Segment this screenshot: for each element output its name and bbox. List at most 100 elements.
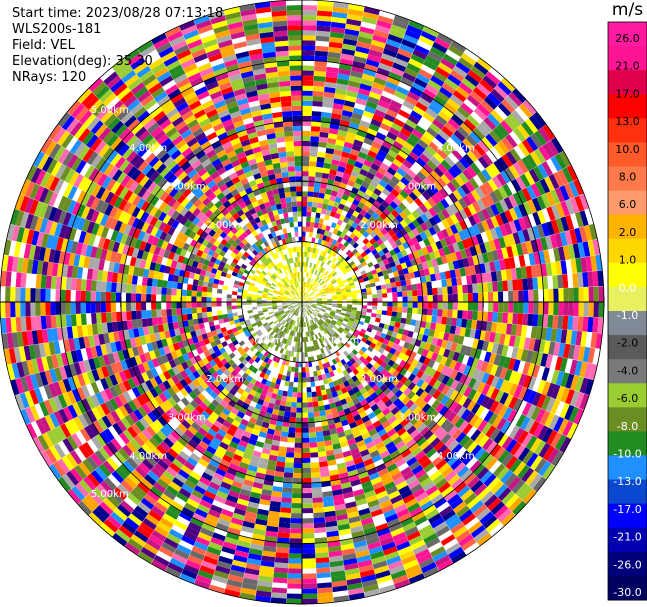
range-gate (367, 251, 374, 259)
range-gate (425, 145, 437, 156)
range-gate (376, 380, 384, 388)
range-gate (73, 416, 85, 431)
range-gate (313, 227, 318, 234)
range-gate (351, 349, 359, 356)
range-gate (419, 440, 430, 451)
range-gate (368, 245, 376, 252)
range-gate (276, 346, 282, 353)
range-gate (264, 396, 271, 403)
range-gate (231, 376, 239, 385)
range-gate (334, 421, 343, 429)
range-gate (184, 367, 193, 376)
range-gate (106, 494, 121, 508)
range-gate (201, 494, 214, 505)
range-gate (154, 525, 169, 538)
range-gate (515, 324, 523, 337)
range-gate (432, 41, 448, 54)
range-gate (513, 444, 526, 459)
range-gate (399, 322, 406, 330)
range-gate (295, 311, 299, 317)
range-gate (406, 412, 416, 422)
range-gate (143, 542, 159, 555)
range-gate (410, 201, 420, 210)
range-gate (389, 467, 401, 477)
range-gate (342, 486, 353, 494)
range-gate (214, 450, 225, 459)
range-gate (324, 312, 330, 316)
range-gate (344, 28, 360, 37)
range-gate (467, 115, 480, 128)
ray (270, 302, 302, 604)
range-gate (504, 473, 518, 487)
range-gate (360, 328, 367, 334)
range-gate (344, 316, 350, 320)
range-gate (332, 245, 338, 252)
range-gate (302, 533, 315, 539)
range-gate (365, 376, 373, 385)
range-gate (328, 275, 334, 280)
range-gate (395, 136, 406, 146)
range-gate (486, 385, 496, 398)
range-gate (460, 122, 473, 135)
range-gate (268, 510, 280, 518)
range-gate (342, 205, 350, 213)
range-gate (315, 45, 329, 52)
range-gate (392, 158, 403, 168)
range-gate (232, 349, 240, 356)
range-gate (408, 20, 425, 31)
range-gate (541, 222, 550, 237)
range-gate (328, 315, 334, 320)
range-gate (302, 151, 310, 157)
range-gate (292, 331, 296, 337)
range-gate (409, 460, 421, 471)
range-gate (307, 321, 310, 327)
range-gate (375, 267, 382, 274)
range-gate (296, 306, 300, 311)
range-gate (328, 215, 335, 223)
range-gate (360, 346, 368, 353)
range-gate (64, 421, 76, 436)
range-gate (232, 453, 243, 462)
range-gate (402, 307, 408, 313)
range-gate (250, 491, 262, 499)
range-gate (364, 248, 372, 255)
range-gate (295, 311, 298, 316)
range-gate (352, 321, 359, 327)
range-gate (110, 438, 123, 451)
range-gate (229, 569, 245, 578)
range-gate (97, 418, 108, 431)
range-gate (75, 482, 89, 498)
range-gate (343, 100, 356, 108)
range-gate (433, 345, 441, 355)
range-gate (409, 178, 420, 188)
range-gate (416, 436, 427, 447)
range-gate (326, 295, 332, 298)
range-gate (550, 399, 561, 415)
range-gate (417, 473, 430, 484)
range-gate (378, 10, 395, 20)
range-gate (367, 345, 374, 353)
range-gate (343, 33, 359, 41)
range-gate (305, 267, 308, 273)
range-gate (131, 423, 142, 435)
range-gate (314, 542, 328, 549)
range-gate (255, 336, 261, 343)
range-gate (379, 403, 388, 412)
range-gate (428, 451, 441, 463)
range-gate (117, 483, 131, 497)
range-gate (231, 419, 241, 428)
range-gate (239, 461, 250, 470)
range-gate (316, 297, 322, 300)
range-gate (328, 268, 334, 274)
range-gate (287, 386, 294, 393)
range-gate (351, 290, 357, 295)
range-gate (329, 474, 340, 481)
range-gate (377, 306, 383, 311)
range-gate (367, 445, 378, 454)
range-gate (302, 10, 317, 16)
range-gate (389, 261, 396, 268)
range-gate (267, 459, 277, 467)
range-gate (281, 395, 287, 402)
range-gate (427, 288, 433, 296)
range-gate (412, 307, 418, 314)
